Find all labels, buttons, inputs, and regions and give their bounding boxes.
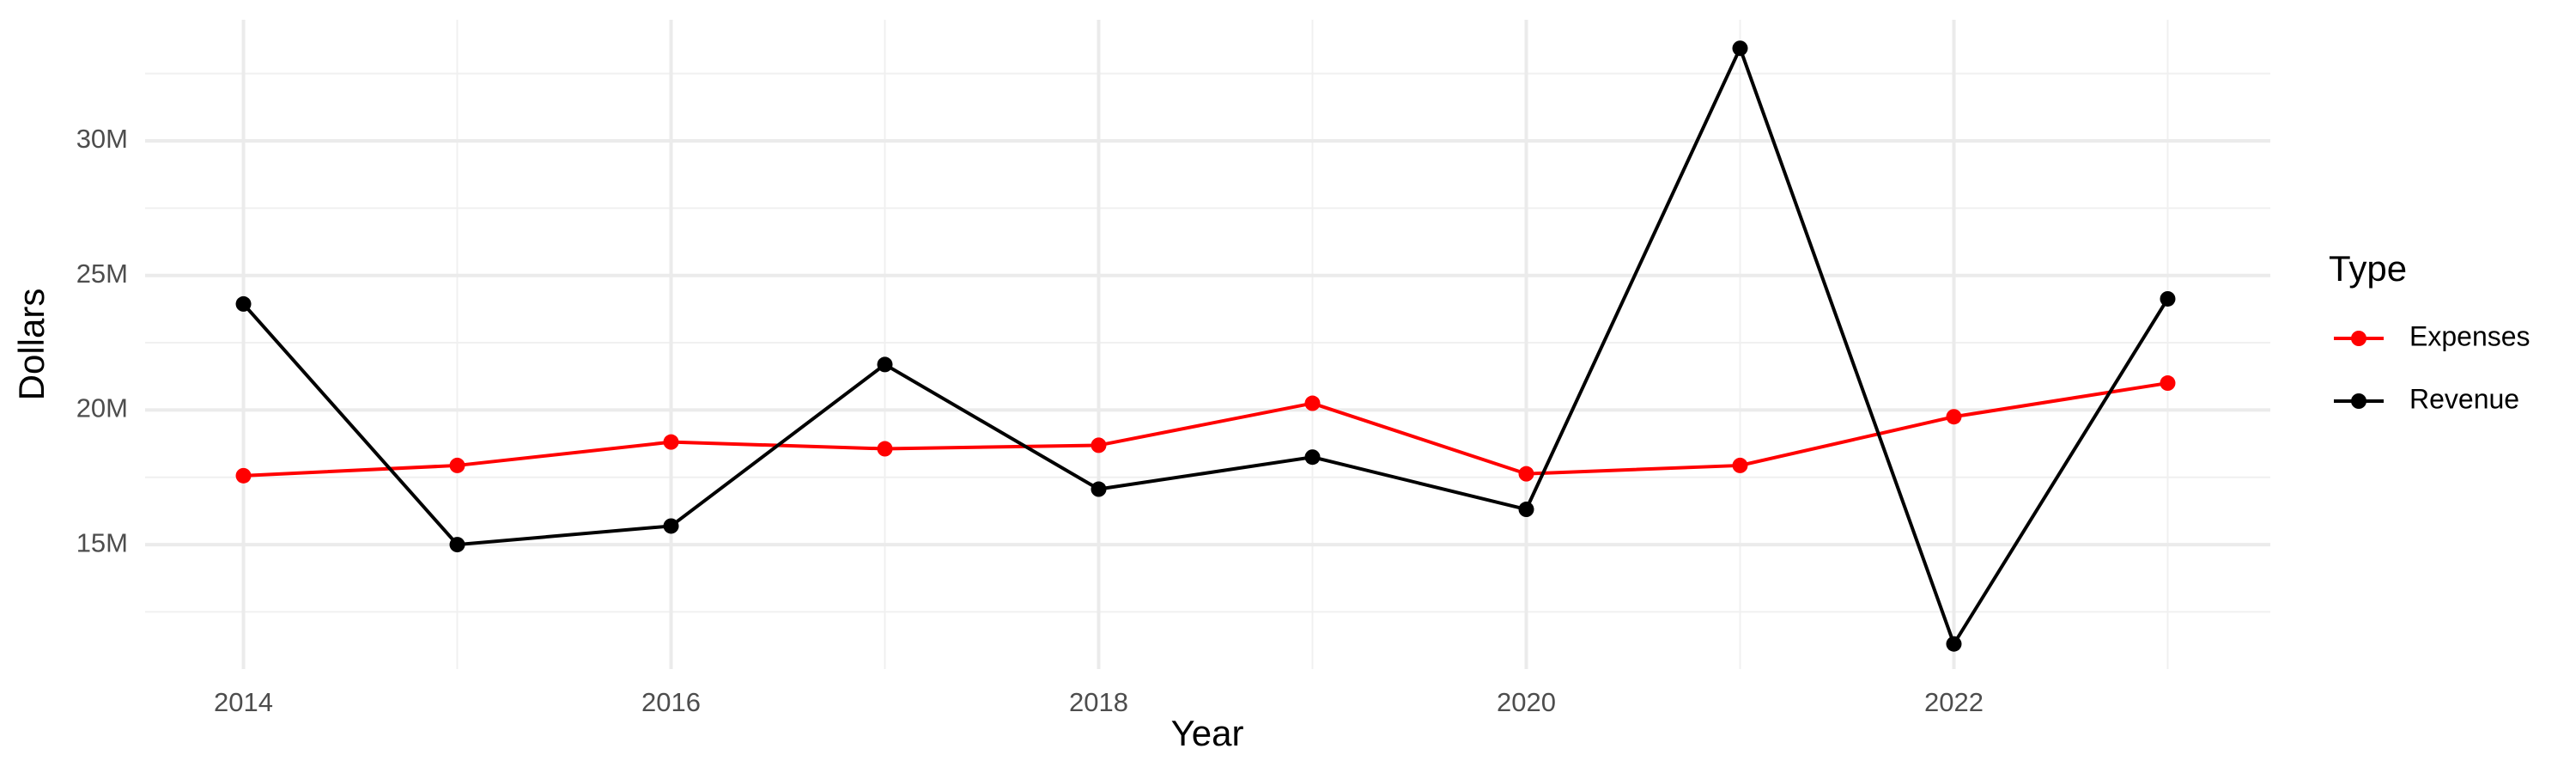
data-point [1091, 481, 1107, 497]
y-tick-label: 15M [76, 527, 128, 557]
data-point [1732, 457, 1748, 473]
x-tick-label: 2020 [1497, 687, 1556, 717]
series-line [242, 43, 2170, 648]
legend-label: Revenue [2409, 383, 2519, 414]
legend-title: Type [2329, 248, 2407, 289]
legend-point [2351, 393, 2366, 409]
data-point [1304, 395, 1321, 411]
data-point [663, 434, 679, 450]
data-point [1732, 40, 1748, 57]
x-tick-label: 2022 [1924, 687, 1984, 717]
y-tick-label: 30M [76, 124, 128, 154]
data-point [449, 537, 465, 553]
data-point [235, 295, 252, 312]
x-tick-label: 2018 [1069, 687, 1128, 717]
data-point [1946, 636, 1962, 652]
x-tick-label: 2014 [214, 687, 273, 717]
data-point [2160, 290, 2176, 307]
y-tick-label: 25M [76, 259, 128, 289]
y-tick-label: 20M [76, 393, 128, 423]
data-point [1518, 502, 1534, 518]
legend-label: Expenses [2409, 320, 2530, 351]
series-line [243, 381, 2168, 478]
legend-point [2351, 331, 2366, 346]
data-point [663, 518, 679, 534]
data-point [1304, 449, 1321, 466]
data-point [877, 356, 893, 373]
data-point [1091, 437, 1107, 453]
x-tick-label: 2016 [641, 687, 701, 717]
data-point [877, 441, 893, 457]
x-axis-title: Year [1171, 713, 1244, 753]
data-point [1518, 466, 1534, 482]
data-point [235, 467, 252, 484]
data-point [449, 457, 465, 473]
y-axis-title: Dollars [11, 289, 52, 401]
data-point [1946, 409, 1962, 425]
data-point [2160, 375, 2176, 392]
